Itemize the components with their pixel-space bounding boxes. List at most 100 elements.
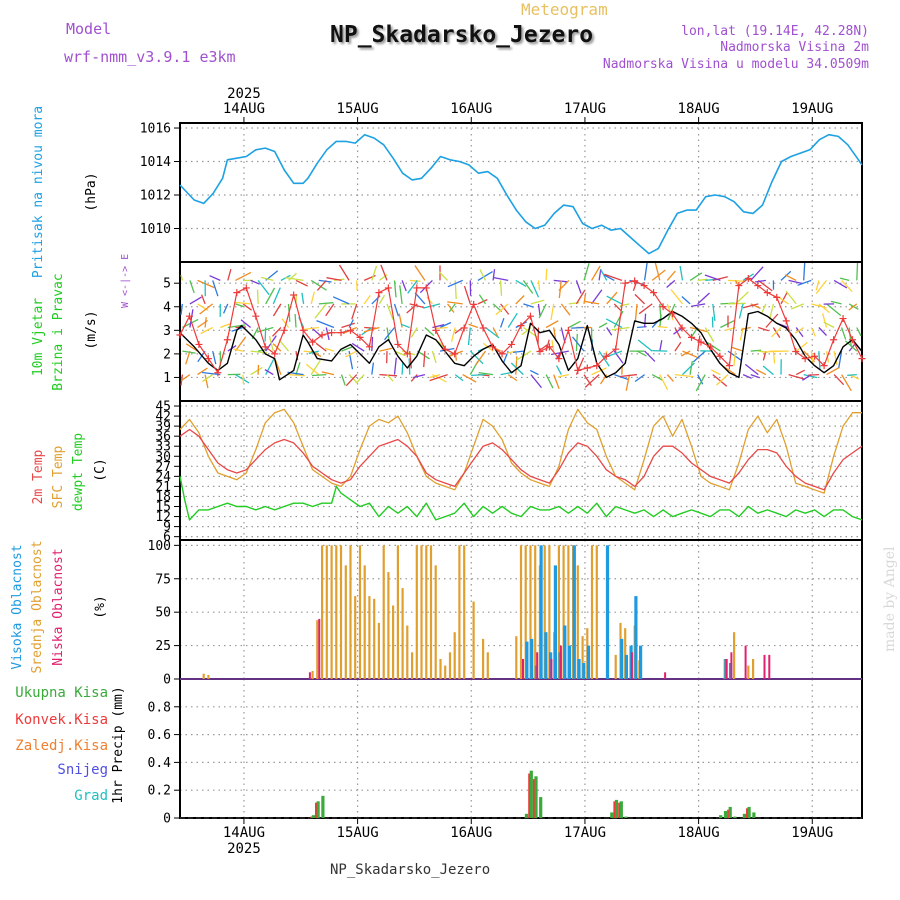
y-tick-label: 1014 <box>140 155 171 170</box>
wind-arrow <box>690 303 706 308</box>
wind-arrow <box>326 277 342 282</box>
cloud-ylabel: Visoka Oblacnost <box>10 544 25 669</box>
wind-arrow <box>818 327 827 336</box>
wind-arrow <box>386 374 394 382</box>
wind-arrow <box>537 303 541 316</box>
wind-arrow <box>522 280 534 294</box>
bar-total_precip <box>316 801 320 818</box>
bar-mid_cloud <box>524 545 527 679</box>
wind-arrow <box>550 350 569 356</box>
bar-mid_cloud <box>396 545 399 679</box>
bar-mid_cloud <box>463 545 466 679</box>
wind-arrow <box>371 295 381 305</box>
wind-arrow <box>697 335 701 352</box>
gust-marker <box>706 343 714 351</box>
bar-mid_cloud <box>202 673 205 679</box>
wind-arrow <box>613 303 622 312</box>
wind-arrow <box>716 374 729 386</box>
y-tick-label: 3 <box>163 324 171 339</box>
y-tick-label: 36 <box>155 430 171 445</box>
cloud-unit: (%) <box>93 595 108 618</box>
wind-arrow <box>386 303 394 320</box>
cloud-ylabel3: Niska Oblacnost <box>51 548 66 665</box>
bar-low_cloud <box>318 618 321 679</box>
date-label-bottom: 15AUG <box>337 825 379 841</box>
gust-marker <box>564 326 572 334</box>
wind-arrow <box>780 291 788 305</box>
wind-arrow <box>730 346 744 352</box>
wind-arrow <box>583 300 600 305</box>
series-line-sfc <box>179 408 862 494</box>
wind-arrow <box>301 292 305 304</box>
gust-marker <box>280 326 288 334</box>
gust-marker <box>849 336 857 344</box>
y-tick-label: 33 <box>155 440 171 455</box>
gust-marker <box>176 331 184 339</box>
bar-mid_cloud <box>382 545 385 679</box>
wind-arrow <box>833 374 845 386</box>
wind-arrow <box>202 374 214 382</box>
bar-mid_cloud <box>472 601 475 679</box>
wind-arrow <box>332 296 350 305</box>
wind-arrow <box>657 325 668 329</box>
wind-arrow <box>611 326 630 331</box>
wind-arrow <box>414 292 426 305</box>
bar-low_cloud <box>763 654 766 679</box>
wind-arrow <box>468 323 479 329</box>
bar-mid_cloud <box>519 545 523 679</box>
wind-arrow <box>815 280 828 294</box>
gust-marker <box>375 289 383 297</box>
bar-mid_cloud <box>321 545 324 679</box>
series-line-dewpt <box>179 476 863 521</box>
wind-arrow <box>316 319 335 329</box>
wind-arrow <box>378 294 386 305</box>
wind-arrow <box>530 299 545 305</box>
gust-marker <box>593 362 601 370</box>
wind-arrow <box>584 374 600 388</box>
wind-arrow <box>288 373 305 377</box>
wind-arrow <box>398 313 403 328</box>
date-label-bottom: 19AUG <box>791 825 833 841</box>
wind-arrow <box>830 300 842 305</box>
wind-arrow <box>847 373 857 377</box>
wind-compass: W <-|-> E <box>120 254 131 308</box>
y-tick-label: 0 <box>163 673 171 688</box>
wind-arrow <box>738 303 744 319</box>
wind-arrow <box>758 326 769 332</box>
bar-mid_cloud <box>349 545 352 679</box>
wind-arrow <box>450 327 456 343</box>
wind-arrow <box>413 373 426 379</box>
wind-arrow <box>550 303 555 321</box>
wind-arrow <box>545 320 559 329</box>
wind-arrow <box>189 280 195 294</box>
gust-marker <box>631 277 639 285</box>
panel-frame-pressure <box>179 122 863 263</box>
gust-marker <box>242 284 250 292</box>
wind-arrow <box>479 269 487 281</box>
wind-arrow <box>515 279 527 287</box>
wind-arrow <box>568 320 581 329</box>
wind-arrow <box>235 301 251 305</box>
gust-marker <box>479 324 487 332</box>
date-label-top: 18AUG <box>678 101 720 117</box>
bar-conv_precip <box>746 808 748 818</box>
y-tick-label: 50 <box>155 606 171 621</box>
wind-arrow <box>197 279 215 289</box>
wind-arrow <box>264 369 274 376</box>
wind-arrow <box>401 280 407 292</box>
y-tick-label: 0 <box>163 812 171 827</box>
wind-arrow <box>652 349 668 352</box>
bar-mid_cloud <box>448 652 452 679</box>
wind-arrow <box>180 303 184 315</box>
bar-high_cloud <box>605 545 610 679</box>
bar-high_cloud <box>539 545 543 679</box>
bar-mid_cloud <box>429 545 433 679</box>
gust-marker <box>669 310 677 318</box>
bar-mid_cloud <box>387 572 390 679</box>
gust-marker <box>830 336 838 344</box>
wind-arrow <box>591 265 601 281</box>
gust-marker <box>470 300 478 308</box>
wind-arrow <box>371 336 374 352</box>
gust-marker <box>583 364 591 372</box>
wind-arrow <box>189 309 194 328</box>
